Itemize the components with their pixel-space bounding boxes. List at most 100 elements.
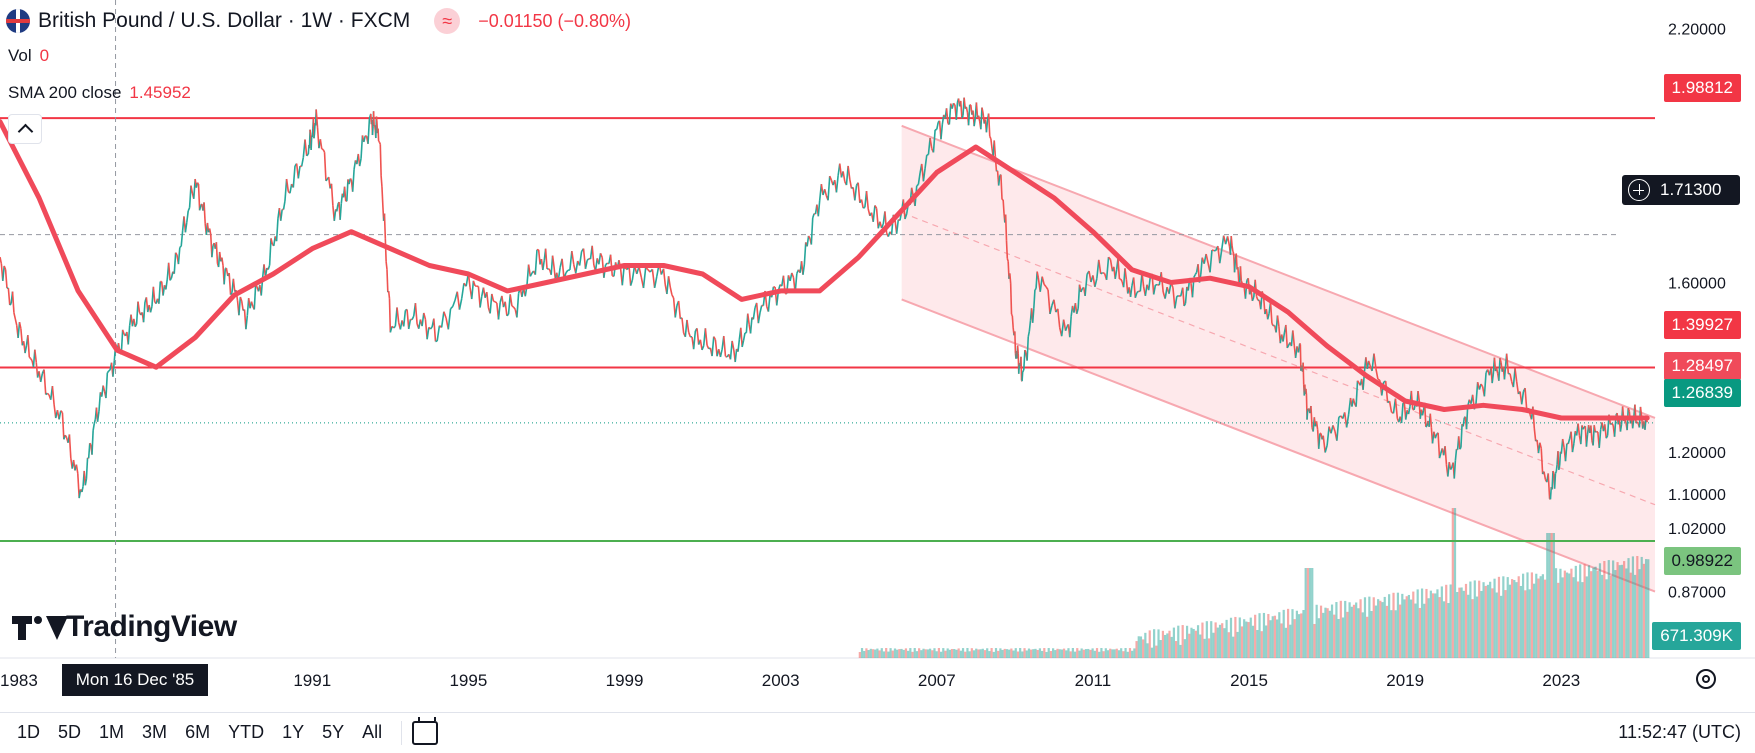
price-candle-segment (874, 205, 878, 209)
range-button-1m[interactable]: 1M (99, 722, 125, 742)
range-button-3m[interactable]: 3M (142, 722, 168, 742)
price-candle-segment (1533, 427, 1537, 442)
price-candle-segment (1271, 323, 1275, 327)
volume-bar (992, 651, 995, 658)
channel-mid-line[interactable] (901, 212, 1656, 506)
volume-bar (889, 648, 892, 658)
price-tag-resistance-mid: 1.39927 (1663, 311, 1741, 339)
price-candle-segment (631, 265, 636, 281)
volume-bar (1497, 576, 1501, 658)
volume-bar (1456, 592, 1459, 658)
price-candle-segment (497, 302, 501, 320)
range-button-1y[interactable]: 1Y (282, 722, 305, 742)
volume-bar (1359, 599, 1362, 658)
volume-bar (1251, 625, 1255, 658)
collapse-legend-button[interactable] (8, 114, 42, 144)
price-candle-segment (91, 430, 94, 455)
price-candle-segment (1064, 326, 1068, 332)
range-button-5d[interactable]: 5D (58, 722, 82, 742)
regression-channel-fill[interactable] (901, 125, 1655, 592)
range-button-all[interactable]: All (362, 722, 383, 742)
price-candle-segment (1605, 435, 1609, 439)
price-candle-segment (494, 301, 498, 304)
volume-bar (1581, 582, 1584, 658)
time-axis-tick: 1995 (449, 671, 487, 690)
price-candle-segment (421, 312, 425, 327)
symbol-title[interactable]: British Pound / U.S. Dollar · 1W · FXCM (38, 9, 411, 32)
price-candle-segment (1011, 315, 1014, 329)
volume-bar (1012, 650, 1015, 658)
volume-bar (1260, 631, 1263, 658)
price-candle-segment (977, 115, 981, 122)
range-button-6m[interactable]: 6M (185, 722, 211, 742)
channel-upper-line[interactable] (901, 124, 1656, 419)
price-candle-segment (396, 307, 400, 323)
price-candle-segment (599, 252, 603, 258)
volume-bar (1155, 645, 1158, 658)
volume-bar (1021, 651, 1024, 658)
volume-bar (1276, 619, 1279, 658)
price-candle-segment (904, 213, 908, 220)
volume-bar (900, 648, 903, 658)
price-candle-segment (211, 245, 214, 258)
price-candle-segment (1006, 258, 1009, 262)
volume-bar (1631, 556, 1635, 658)
price-candle-segment (1232, 251, 1235, 254)
approx-icon[interactable]: ≈ (434, 8, 461, 34)
price-candle-segment (289, 183, 293, 194)
price-candle-segment (1211, 249, 1215, 252)
price-chart[interactable]: 2.200001.800001.600001.200001.100001.020… (0, 0, 1755, 712)
volume-bar (1073, 651, 1077, 658)
gear-icon[interactable] (1696, 669, 1716, 689)
price-candle-segment (963, 97, 967, 109)
price-candle-segment (391, 325, 395, 329)
price-candle-segment (11, 291, 15, 313)
tradingview-logo[interactable]: TradingView (12, 610, 237, 644)
price-candle-segment (323, 152, 327, 181)
price-candle-segment (1269, 301, 1273, 324)
price-candle-segment (1299, 344, 1302, 371)
volume-bar (1190, 627, 1193, 658)
volume-bar (887, 651, 890, 658)
sma-legend[interactable]: SMA 200 close 1.45952 (8, 83, 191, 103)
range-button-1d[interactable]: 1D (17, 722, 41, 742)
price-candle-segment (1302, 362, 1305, 385)
date-range-selector[interactable]: 1D 5D 1M 3M 6M YTD 1Y 5Y All (8, 722, 391, 743)
price-candle-segment (0, 256, 3, 265)
volume-bar (1302, 610, 1305, 658)
price-candle-segment (1105, 257, 1110, 280)
price-candle-segment (1016, 345, 1020, 354)
price-candle-segment (78, 489, 82, 499)
price-candle-segment (142, 301, 146, 323)
utc-clock[interactable]: 11:52:47 (UTC) (1618, 722, 1741, 742)
price-candle-segment (511, 305, 515, 308)
volume-bar (1431, 593, 1435, 658)
price-candle-segment (449, 305, 454, 310)
price-candle-segment (330, 183, 334, 206)
calendar-icon[interactable] (412, 716, 439, 745)
range-button-5y[interactable]: 5Y (322, 722, 345, 742)
crosshair-price-label[interactable]: 1.71300 (1622, 175, 1740, 205)
volume-bar (1256, 629, 1259, 658)
volume-bar (1405, 596, 1408, 658)
volume-legend[interactable]: Vol 0 (8, 46, 49, 66)
volume-bar (1078, 650, 1081, 658)
add-alert-plus-icon[interactable] (1628, 179, 1650, 201)
symbol-header[interactable]: British Pound / U.S. Dollar · 1W · FXCM … (6, 6, 631, 36)
price-candle-segment (304, 139, 308, 156)
range-button-ytd[interactable]: YTD (228, 722, 265, 742)
price-candle-segment (1444, 446, 1448, 465)
volume-bar (1278, 612, 1281, 658)
volume-bar (1047, 648, 1050, 658)
volume-bar (1126, 651, 1129, 658)
price-candle-segment (346, 179, 349, 202)
price-candle-segment (190, 185, 194, 194)
volume-bar (1563, 570, 1566, 658)
price-candle-segment (1460, 424, 1463, 448)
price-candle-segment (1152, 284, 1157, 295)
volume-bar (1142, 639, 1145, 658)
sma-200-line[interactable] (0, 119, 1650, 421)
volume-bar (1337, 618, 1340, 658)
volume-bar (1271, 616, 1274, 658)
volume-bar (972, 650, 976, 658)
